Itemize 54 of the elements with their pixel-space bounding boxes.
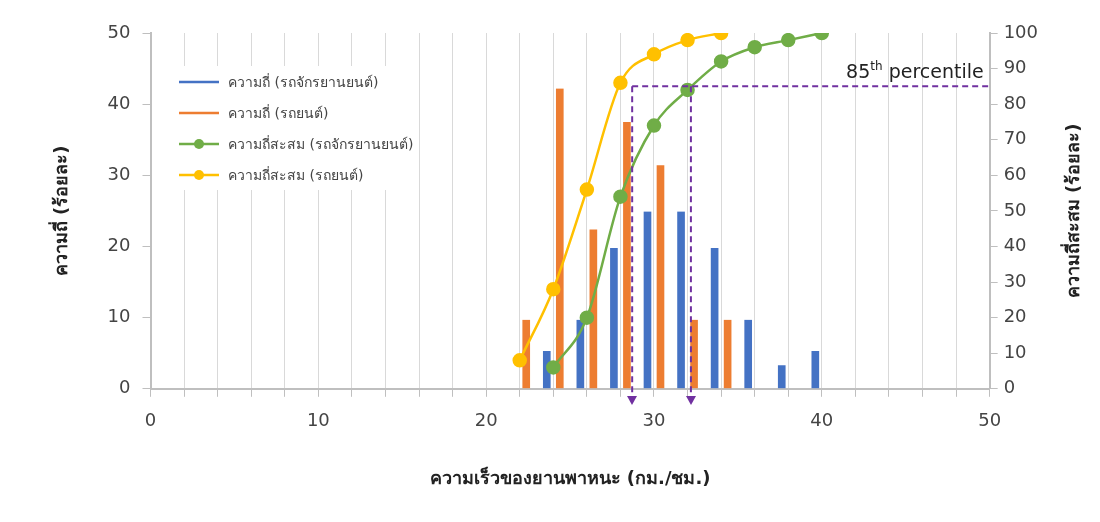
y2-tick-label: 30 (1003, 269, 1027, 291)
y2-tick-label: 40 (1003, 234, 1027, 256)
legend-label: ความถี่สะสม (รถจักรยานยนต์) (228, 134, 414, 154)
x-tick-label: 30 (642, 409, 666, 431)
point (512, 353, 527, 368)
x-axis-title: ความเร็วของยานพาหนะ (กม./ชม.) (429, 465, 711, 488)
bar (710, 247, 719, 389)
y2-tick-label: 20 (1003, 305, 1027, 327)
y-tick-label: 10 (107, 305, 131, 327)
point (781, 33, 796, 48)
bar (677, 211, 685, 389)
y2-tick-label: 10 (1003, 340, 1027, 362)
point (747, 39, 762, 55)
bar (811, 351, 820, 389)
y2-tick-label: 50 (1003, 198, 1027, 220)
y2-tick-label: 70 (1003, 127, 1027, 149)
y2-axis-title: ความถี่สะสม (ร้อยละ) (1059, 123, 1083, 299)
legend-label: ความถี่สะสม (รถยนต์) (228, 165, 364, 185)
bar (555, 88, 564, 389)
y-tick-label: 0 (119, 376, 131, 398)
y-tick-label: 30 (107, 162, 131, 184)
y2-tick-label: 90 (1003, 56, 1027, 78)
point (713, 54, 729, 69)
bar (656, 165, 665, 389)
x-tick-label: 50 (978, 409, 1002, 431)
bar (744, 319, 753, 389)
x-tick-label: 20 (474, 409, 498, 431)
point (613, 189, 628, 204)
y2-tick-label: 60 (1003, 162, 1027, 184)
y2-tick-label: 100 (1003, 20, 1038, 42)
bar (610, 247, 618, 389)
bar (723, 319, 732, 389)
point (546, 281, 561, 297)
y-axis-title: ความถี่ (ร้อยละ) (48, 145, 72, 277)
point (646, 47, 662, 62)
y-tick-label: 40 (107, 91, 131, 113)
y2-tick-label: 80 (1003, 91, 1027, 113)
x-tick-label: 10 (306, 409, 330, 431)
point (579, 182, 595, 197)
bar (643, 211, 652, 389)
point (546, 360, 561, 375)
point (646, 118, 662, 133)
point (579, 310, 595, 325)
legend-label: ความถี่ (รถยนต์) (228, 103, 329, 123)
x-tick-label: 0 (144, 409, 157, 431)
point (680, 33, 695, 48)
y2-tick-label: 0 (1003, 376, 1016, 398)
y-tick-label: 20 (107, 234, 131, 256)
y-tick-label: 50 (107, 20, 131, 42)
bar (623, 121, 631, 389)
legend-label: ความถี่ (รถจักรยานยนต์) (228, 72, 379, 92)
bar (777, 365, 786, 389)
x-tick-label: 40 (810, 409, 834, 431)
point (613, 75, 628, 91)
